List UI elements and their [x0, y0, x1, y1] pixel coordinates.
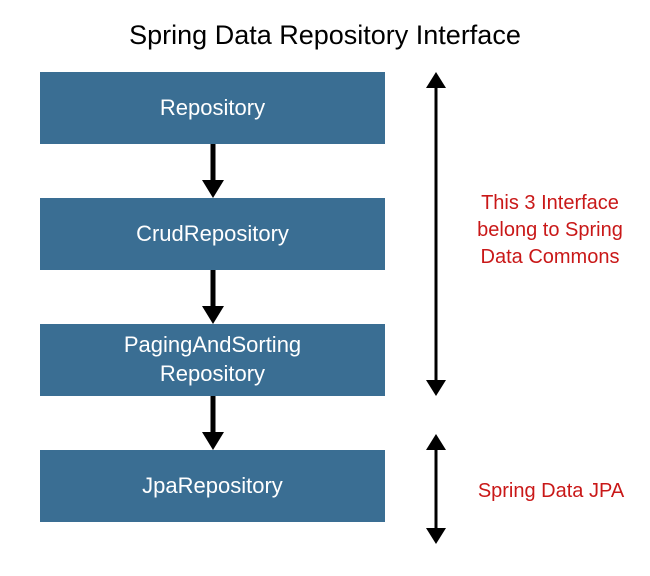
- arrow-head-down-icon: [426, 380, 446, 396]
- hierarchy-box: CrudRepository: [40, 198, 385, 270]
- bracket-annotation: Spring Data JPA: [462, 478, 640, 505]
- hierarchy-box-label: PagingAndSortingRepository: [124, 331, 301, 388]
- hierarchy-box: PagingAndSortingRepository: [40, 324, 385, 396]
- bracket-shaft: [434, 88, 437, 380]
- flow-arrow: [213, 270, 214, 324]
- hierarchy-box: JpaRepository: [40, 450, 385, 522]
- bracket-annotation: This 3 Interface belong to Spring Data C…: [460, 190, 640, 271]
- arrow-head-down-icon: [202, 180, 224, 198]
- arrow-head-down-icon: [202, 306, 224, 324]
- bracket-shaft: [434, 450, 437, 528]
- arrow-head-up-icon: [426, 72, 446, 88]
- range-bracket: [435, 434, 436, 544]
- arrow-head-up-icon: [426, 434, 446, 450]
- flow-arrow: [213, 144, 214, 198]
- arrow-shaft: [211, 270, 216, 306]
- arrow-head-down-icon: [426, 528, 446, 544]
- hierarchy-box-label: CrudRepository: [136, 220, 289, 249]
- diagram-title: Spring Data Repository Interface: [0, 20, 650, 51]
- arrow-shaft: [211, 144, 216, 180]
- arrow-head-down-icon: [202, 432, 224, 450]
- hierarchy-box: Repository: [40, 72, 385, 144]
- hierarchy-box-label: JpaRepository: [142, 472, 283, 501]
- range-bracket: [435, 72, 436, 396]
- flow-arrow: [213, 396, 214, 450]
- hierarchy-box-label: Repository: [160, 94, 265, 123]
- arrow-shaft: [211, 396, 216, 432]
